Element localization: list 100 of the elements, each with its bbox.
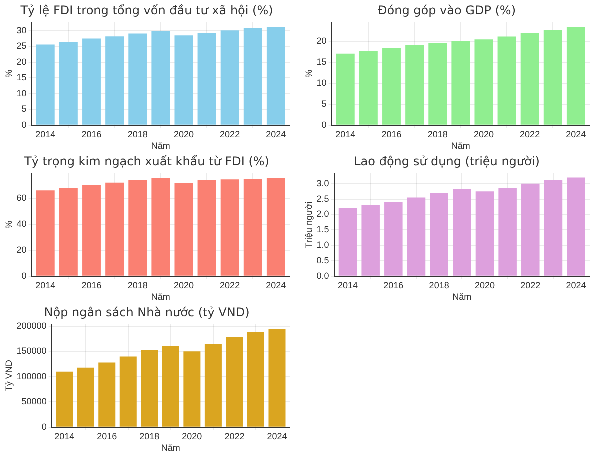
x-tick-label: 2014 [338, 280, 358, 290]
y-tick-label: 0.5 [316, 255, 330, 266]
y-tick-label: 1.0 [316, 240, 330, 250]
y-tick-label: 10 [16, 88, 27, 98]
bar [338, 208, 358, 276]
chart-title: Nộp ngân sách Nhà nước (tỷ VND) [44, 305, 250, 320]
y-tick-label: 5 [22, 104, 27, 114]
x-axis-title: Năm [451, 141, 470, 152]
x-tick-label: 2018 [128, 280, 148, 290]
bar [36, 44, 55, 125]
x-tick-label: 2024 [566, 129, 586, 140]
bar [98, 362, 116, 427]
bar [268, 328, 286, 427]
bar [544, 180, 563, 276]
bar [220, 180, 240, 276]
bar [152, 178, 170, 276]
y-tick-label: 1.5 [316, 224, 330, 235]
bar [336, 54, 355, 125]
x-tick-label: 2018 [128, 129, 148, 140]
bar [453, 189, 472, 276]
y-tick-label: 50000 [22, 396, 47, 407]
bar [566, 27, 586, 125]
y-tick-label: 3.0 [316, 178, 330, 188]
bar [162, 346, 180, 427]
bar [174, 36, 194, 125]
y-tick-label: 200000 [16, 320, 47, 331]
y-tick-label: 150000 [16, 346, 47, 356]
bar [382, 48, 401, 125]
bar [384, 202, 403, 276]
x-tick-label: 2014 [36, 129, 56, 140]
chart-title: Tỷ lệ FDI trong tổng vốn đầu tư xã hội (%) [20, 3, 274, 18]
bar [152, 32, 170, 125]
bar [226, 338, 244, 427]
y-axis-title: % [4, 220, 14, 229]
x-tick-label: 2024 [266, 280, 286, 290]
bar [476, 192, 494, 276]
y-tick-label: 100000 [16, 371, 47, 382]
y-tick-label: 40 [16, 218, 27, 229]
bar [244, 28, 262, 125]
x-tick-label: 2014 [54, 431, 75, 442]
bar [452, 41, 470, 125]
bar [359, 50, 378, 125]
bar [522, 184, 540, 276]
y-axis-title: Tỷ VND [4, 360, 14, 392]
bar [106, 36, 124, 125]
y-tick-label: 0.0 [316, 270, 330, 281]
x-tick-label: 2014 [336, 129, 356, 140]
bar [474, 40, 494, 125]
bar [220, 30, 240, 125]
chart-title: Đóng góp vào GDP (%) [378, 3, 516, 18]
y-axis-title: % [304, 70, 314, 78]
y-axis-title: Triệu người [304, 202, 314, 248]
x-tick-label: 2022 [220, 129, 240, 140]
x-tick-label: 2018 [429, 280, 450, 290]
x-tick-label: 2016 [82, 280, 102, 290]
y-tick-label: 0 [322, 120, 327, 130]
x-tick-label: 2020 [174, 129, 194, 140]
x-axis-title: Năm [151, 141, 170, 152]
x-tick-label: 2020 [182, 431, 202, 442]
bar [244, 178, 262, 276]
bar [266, 178, 286, 276]
bar [82, 38, 101, 125]
x-tick-label: 2022 [224, 431, 245, 442]
y-tick-label: 5 [322, 98, 327, 109]
y-tick-label: 10 [316, 78, 327, 88]
y-tick-label: 15 [316, 56, 327, 67]
x-tick-label: 2020 [474, 280, 495, 290]
x-axis-title: Năm [452, 292, 472, 302]
bar [56, 372, 74, 427]
x-tick-label: 2016 [82, 129, 102, 140]
x-tick-label: 2020 [474, 129, 494, 140]
bar [174, 183, 194, 276]
y-tick-label: 0 [42, 422, 47, 432]
bar [128, 34, 148, 125]
bar [59, 188, 78, 276]
x-tick-label: 2014 [36, 280, 56, 290]
x-axis-title: Năm [151, 292, 170, 302]
y-tick-label: 20 [16, 56, 27, 67]
y-tick-label: 30 [16, 25, 27, 36]
chart-title: Lao động sử dụng (triệu người) [354, 154, 540, 168]
y-tick-label: 0 [22, 120, 27, 130]
bar [59, 42, 78, 125]
x-tick-label: 2018 [140, 431, 160, 442]
x-tick-label: 2022 [520, 129, 540, 140]
bar [362, 205, 380, 276]
x-tick-label: 2024 [267, 431, 288, 442]
bar [82, 185, 101, 276]
x-tick-label: 2018 [428, 129, 448, 140]
x-tick-label: 2016 [97, 431, 118, 442]
y-tick-label: 60 [16, 192, 27, 203]
bar [428, 43, 448, 125]
y-tick-label: 20 [316, 36, 327, 46]
x-tick-label: 2016 [384, 280, 404, 290]
bar [567, 178, 586, 276]
x-tick-label: 2022 [520, 280, 541, 290]
bar [430, 193, 448, 276]
x-axis-title: Năm [161, 443, 180, 454]
y-tick-label: 25 [16, 41, 27, 52]
y-tick-label: 2.0 [316, 209, 330, 220]
bar [407, 198, 426, 276]
